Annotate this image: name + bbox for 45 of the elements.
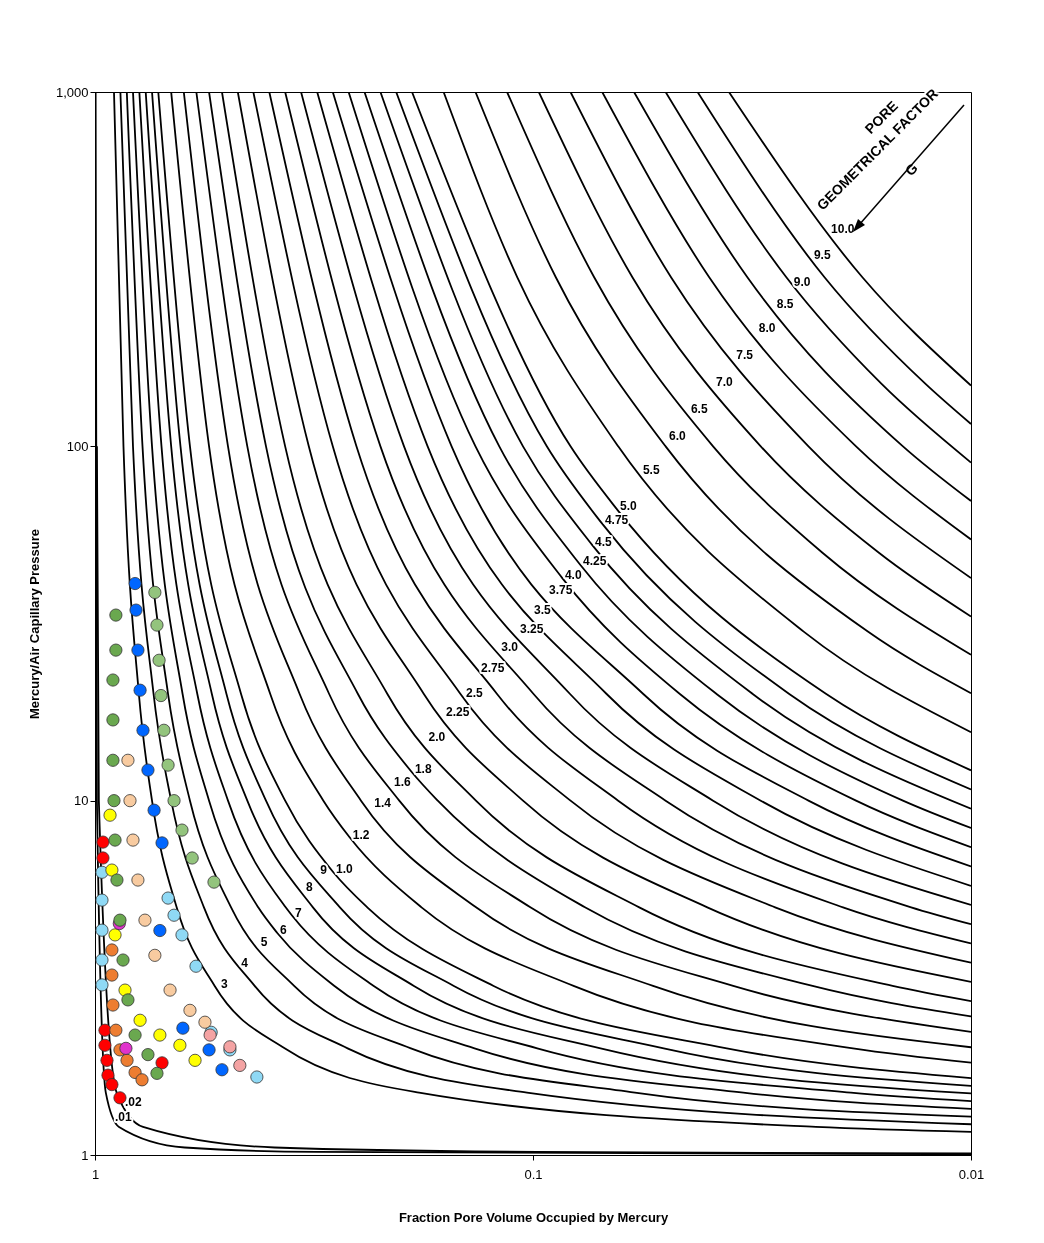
annotation: 5.5 — [642, 463, 660, 478]
annotation: 8.0 — [758, 321, 776, 336]
annotation: 4.5 — [595, 534, 613, 549]
annotation: 9 — [320, 862, 328, 877]
annotation: 7.5 — [736, 348, 754, 363]
annotation: 3 — [220, 976, 228, 991]
annotation: 4 — [241, 956, 249, 971]
annotation: 1.6 — [393, 774, 411, 789]
annotation: G — [901, 159, 921, 179]
annotation: 5.0 — [620, 499, 638, 514]
annotation: 1.4 — [374, 796, 392, 811]
annotation: 8 — [306, 880, 314, 895]
annotation: 2.75 — [481, 661, 505, 676]
annotation: 6.0 — [669, 429, 686, 444]
annotation: 3.0 — [501, 640, 519, 655]
annotation: .01 — [114, 1110, 132, 1125]
annotation: 1.0 — [336, 862, 354, 877]
annotation: 2.25 — [446, 704, 470, 719]
x-tick-label: 0.1 — [524, 1166, 543, 1182]
annotation: 1.8 — [414, 762, 432, 777]
y-tick-label: 10 — [74, 793, 89, 809]
annotation: 2.0 — [428, 730, 446, 745]
y-tick-label: 1,000 — [55, 84, 89, 100]
annotation: 1.2 — [352, 827, 370, 842]
annotation: 9.0 — [793, 274, 811, 289]
y-tick-label: 100 — [66, 438, 89, 454]
y-axis-title: Mercury/Air Capillary Pressure — [26, 528, 42, 720]
x-tick-label: 1 — [91, 1166, 100, 1182]
x-tick-label: 0.01 — [958, 1166, 985, 1182]
annotation: 3.5 — [534, 603, 552, 618]
annotation: 2.5 — [465, 685, 483, 700]
x-axis-title: Fraction Pore Volume Occupied by Mercury — [398, 1209, 669, 1225]
annotation: 7 — [295, 905, 302, 920]
annotation: 6 — [280, 922, 288, 937]
annotation: 9.5 — [813, 247, 831, 262]
annotation: 3.75 — [548, 583, 573, 598]
y-tick-label: 1 — [81, 1147, 89, 1163]
annotation: 10.0 — [831, 222, 855, 237]
annotation: 8.5 — [776, 297, 794, 312]
annotation: 6.5 — [690, 402, 708, 417]
annotation: 5 — [260, 935, 268, 950]
annotation: 4.0 — [564, 567, 582, 582]
annotation: 7.0 — [716, 375, 734, 390]
annotation: .02 — [124, 1095, 142, 1110]
annotation: 4.25 — [583, 554, 607, 569]
